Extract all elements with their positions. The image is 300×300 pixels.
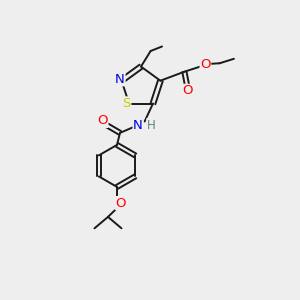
Text: N: N	[115, 73, 125, 86]
Text: O: O	[182, 84, 193, 98]
Text: O: O	[97, 114, 108, 128]
Text: N: N	[133, 118, 143, 132]
Text: S: S	[122, 97, 131, 110]
Text: O: O	[115, 196, 126, 210]
Text: O: O	[200, 58, 211, 71]
Text: H: H	[147, 118, 156, 132]
